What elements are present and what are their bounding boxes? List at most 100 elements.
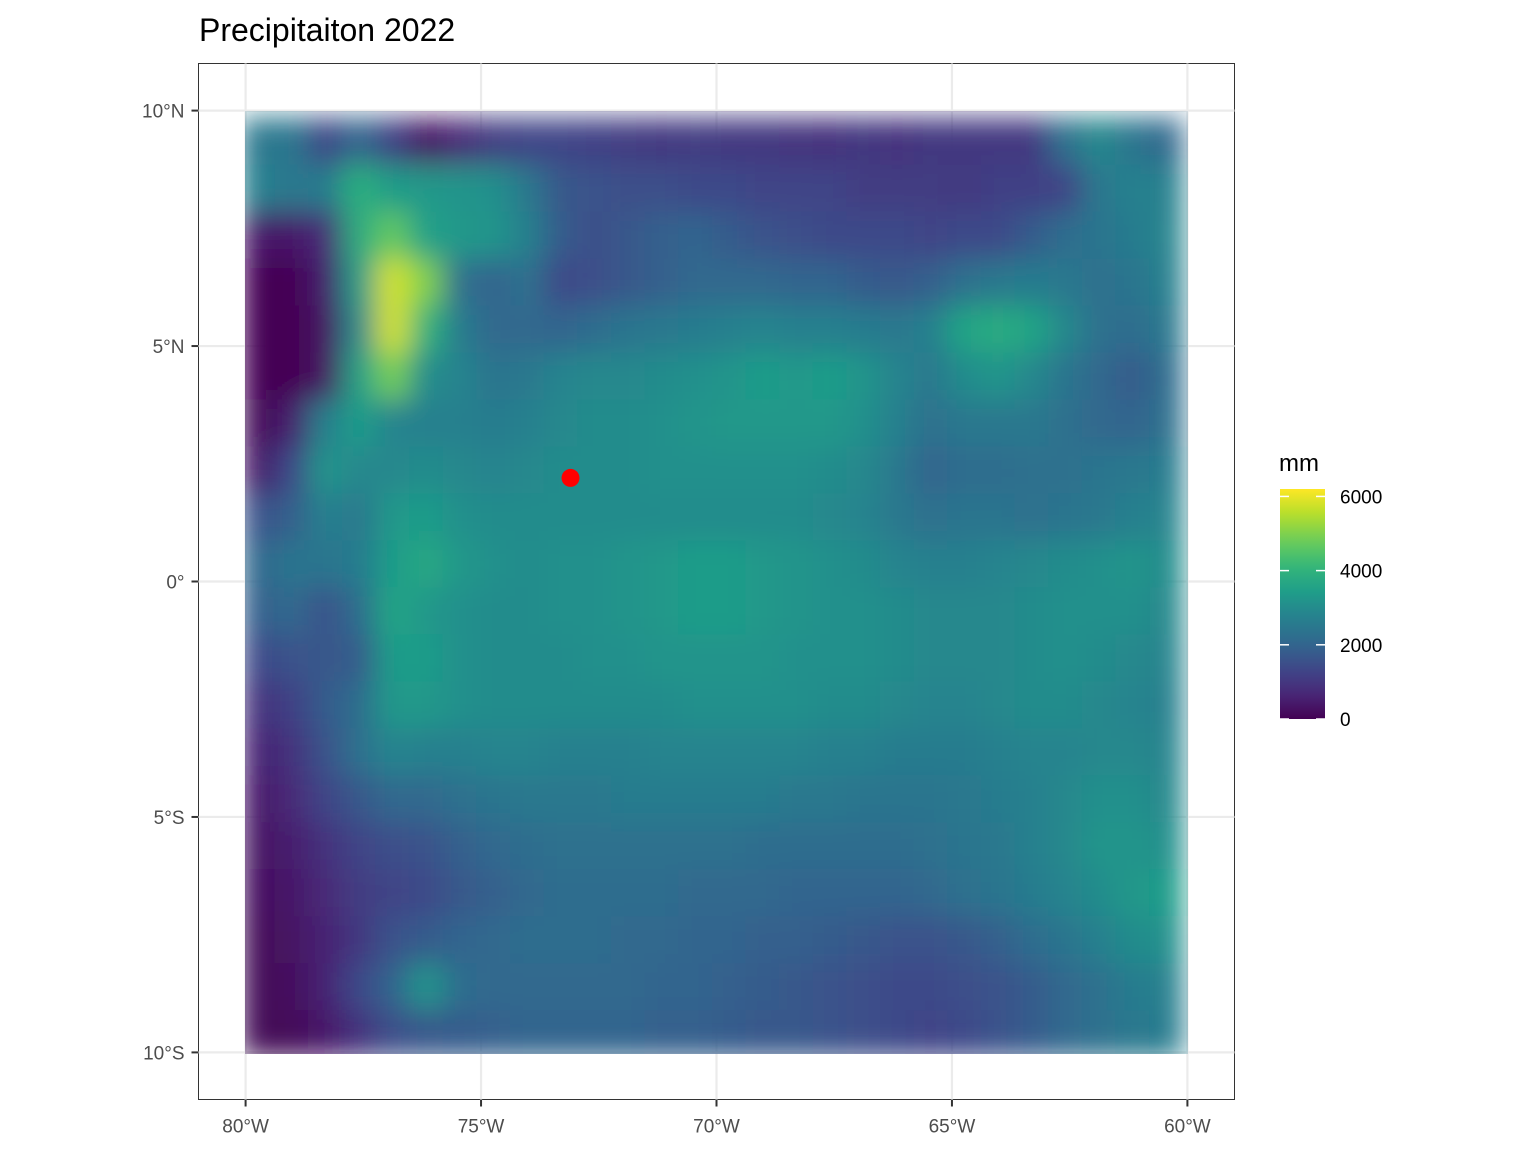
raster-cell [846, 587, 881, 636]
raster-cell [913, 963, 949, 1012]
raster-cell [308, 728, 343, 777]
raster-cell [442, 117, 478, 166]
raster-cell [812, 822, 848, 871]
raster-cell [442, 775, 478, 824]
raster-cell [947, 587, 982, 636]
raster-cell [245, 211, 276, 260]
raster-cell [779, 587, 814, 636]
raster-cell [913, 446, 949, 495]
raster-cell [779, 775, 814, 824]
raster-cell [745, 117, 780, 166]
raster-cell [543, 916, 579, 965]
raster-cell [442, 634, 478, 683]
raster-cell [846, 634, 881, 683]
raster-cell [947, 540, 982, 589]
raster-cell [409, 493, 444, 542]
raster-cell [308, 399, 343, 448]
raster-cell [1048, 305, 1083, 354]
raster-cell [779, 258, 814, 307]
raster-cell [245, 1010, 276, 1054]
raster-cell [644, 587, 680, 636]
raster-cell [245, 681, 276, 730]
raster-cell [341, 587, 377, 636]
raster-cell [375, 117, 410, 166]
raster-cell [1014, 305, 1050, 354]
precipitation-raster [245, 117, 1184, 1054]
raster-cell [245, 587, 276, 636]
raster-cell [711, 728, 747, 777]
raster-cell [711, 493, 747, 542]
raster-cell [610, 117, 646, 166]
raster-cell [442, 493, 478, 542]
raster-cell [1048, 164, 1083, 213]
raster-cell [779, 305, 814, 354]
raster-cell [980, 822, 1016, 871]
raster-cell [1048, 211, 1083, 260]
raster-cell [341, 540, 377, 589]
raster-cell [442, 540, 478, 589]
raster-cell [510, 869, 545, 918]
raster-cell [1048, 775, 1083, 824]
raster-cell [644, 916, 680, 965]
raster-cell [409, 305, 444, 354]
raster-cell [375, 822, 410, 871]
raster-cell [409, 963, 444, 1012]
raster-cell [577, 305, 612, 354]
raster-cell [1014, 634, 1050, 683]
raster-cell [980, 540, 1016, 589]
raster-cell [610, 869, 646, 918]
raster-cell [577, 164, 612, 213]
raster-cell [543, 305, 579, 354]
raster-cell [980, 164, 1016, 213]
raster-cell [476, 117, 511, 166]
raster-cell [476, 305, 511, 354]
raster-cell [745, 916, 780, 965]
raster-cell [543, 634, 579, 683]
raster-cell [779, 164, 814, 213]
raster-cell [678, 1010, 713, 1054]
raster-cell [510, 540, 545, 589]
raster-cell [846, 540, 881, 589]
raster-cell [779, 117, 814, 166]
raster-cell [678, 587, 713, 636]
raster-cell [375, 446, 410, 495]
raster-cell [1081, 446, 1117, 495]
raster-cell [1149, 728, 1184, 777]
raster-cell [610, 352, 646, 401]
raster-cell [543, 1010, 579, 1054]
raster-cell [442, 869, 478, 918]
raster-cell [947, 822, 982, 871]
raster-cell [846, 681, 881, 730]
raster-cell [745, 352, 780, 401]
colorbar-tick-label: 0 [1340, 710, 1351, 731]
raster-cell [308, 587, 343, 636]
raster-cell [846, 1010, 881, 1054]
raster-cell [1014, 352, 1050, 401]
raster-cell [779, 211, 814, 260]
raster-cell [711, 540, 747, 589]
raster-cell [308, 916, 343, 965]
colorbar [1280, 489, 1325, 719]
raster-cell [442, 1010, 478, 1054]
raster-cell [245, 446, 276, 495]
raster-cell [1014, 117, 1050, 166]
raster-cell [409, 1010, 444, 1054]
raster-cell [745, 540, 780, 589]
raster-cell [678, 681, 713, 730]
raster-cell [880, 352, 915, 401]
raster-cell [245, 164, 276, 213]
raster-cell [947, 869, 982, 918]
raster-cell [711, 211, 747, 260]
raster-cell [846, 822, 881, 871]
raster-cell [1048, 822, 1083, 871]
raster-cell [543, 963, 579, 1012]
raster-cell [442, 681, 478, 730]
raster-cell [274, 869, 310, 918]
raster-cell [980, 587, 1016, 636]
raster-cell [1115, 352, 1150, 401]
x-tick-label: 60°W [1164, 1117, 1211, 1138]
raster-cell [1081, 540, 1117, 589]
raster-cell [1048, 869, 1083, 918]
raster-cell [1115, 728, 1150, 777]
raster-cell [745, 963, 780, 1012]
